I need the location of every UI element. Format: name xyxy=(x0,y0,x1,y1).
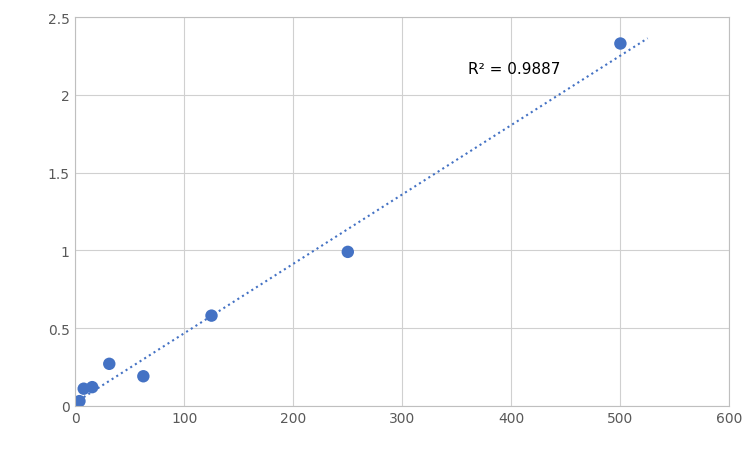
Point xyxy=(86,384,99,391)
Point xyxy=(614,41,626,48)
Point xyxy=(138,373,150,380)
Point xyxy=(69,401,81,408)
Point xyxy=(341,249,353,256)
Point xyxy=(205,312,217,319)
Text: R² = 0.9887: R² = 0.9887 xyxy=(468,62,560,77)
Point xyxy=(103,360,115,368)
Point xyxy=(74,398,86,405)
Point xyxy=(77,385,89,392)
